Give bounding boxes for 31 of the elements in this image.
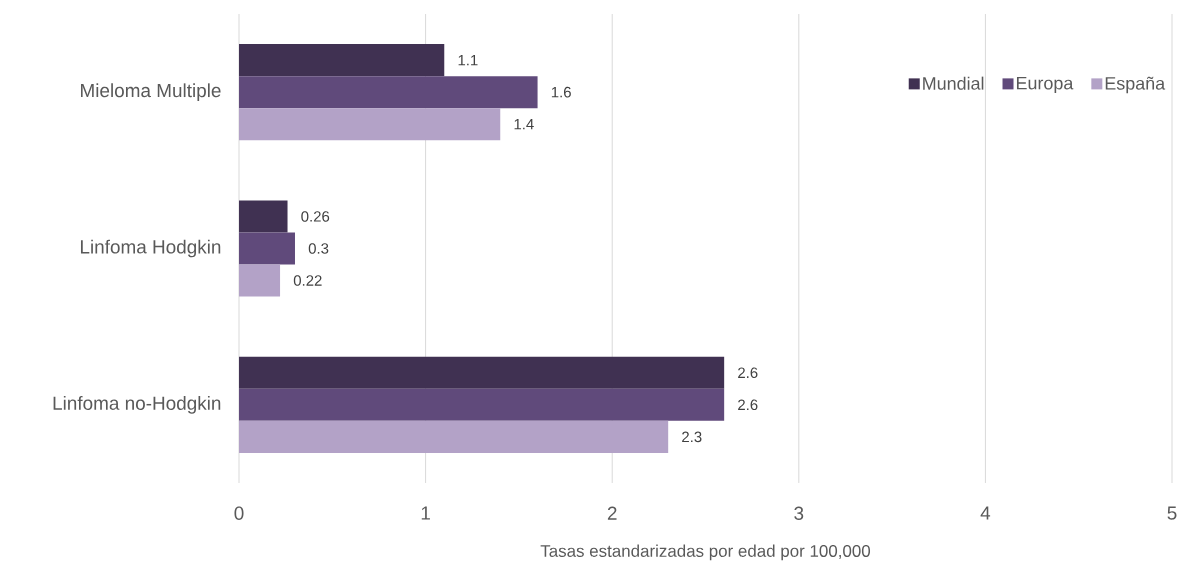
bar	[239, 264, 281, 297]
x-axis-title: Tasas estandarizadas por edad por 100,000	[540, 544, 871, 561]
x-tick-label: 1	[421, 506, 430, 520]
x-tick-label: 2	[607, 506, 617, 520]
bar	[239, 388, 725, 421]
bar	[239, 200, 288, 233]
data-label: 0.26	[301, 211, 330, 222]
data-label: 0.22	[293, 275, 322, 286]
bar	[239, 232, 295, 265]
y-tick-label: Linfoma no-Hodgkin	[53, 396, 221, 414]
legend-label: Mundial	[923, 76, 984, 90]
y-tick-label: Mieloma Multiple	[81, 83, 221, 101]
bar	[239, 420, 669, 453]
data-label: 2.6	[738, 399, 758, 411]
data-label: 1.6	[551, 86, 571, 98]
legend-label: España	[1105, 76, 1166, 94]
x-tick-label: 0	[234, 506, 244, 520]
legend-label: Europa	[1016, 76, 1074, 94]
bar	[239, 44, 445, 77]
x-tick-label: 5	[1167, 506, 1177, 520]
data-label: 2.3	[682, 431, 702, 443]
bar	[239, 76, 538, 109]
bar	[239, 108, 501, 141]
data-label: 1.4	[514, 119, 534, 130]
data-label: 0.3	[308, 243, 329, 254]
x-tick-label: 3	[794, 506, 804, 520]
x-tick-label: 4	[980, 506, 991, 520]
bar	[239, 356, 725, 389]
y-tick-label: Linfoma Hodgkin	[80, 239, 221, 258]
data-label: 2.6	[738, 367, 758, 379]
data-label: 1.1	[458, 54, 478, 66]
